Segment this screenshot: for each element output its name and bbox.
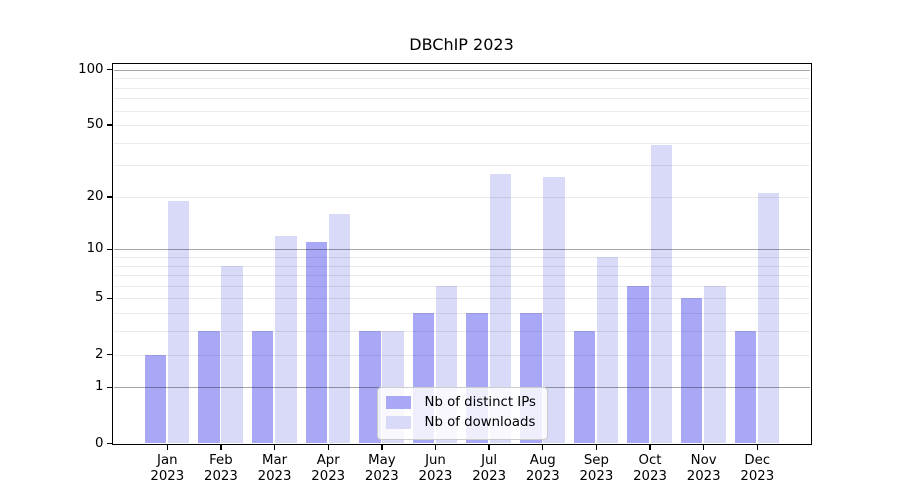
bar-distinct-ips: [359, 331, 381, 444]
gridline-major: [113, 69, 810, 71]
gridline-minor: [113, 256, 810, 258]
bar-distinct-ips: [734, 331, 757, 444]
x-axis-tick: [542, 445, 544, 450]
y-axis-tick-label: 2: [95, 346, 104, 362]
x-axis-tick: [756, 445, 758, 450]
gridline-major: [113, 249, 810, 251]
y-axis-tick: [107, 442, 112, 445]
x-axis-tick-label: Jun 2023: [418, 452, 453, 485]
y-axis-tick-label: 1: [95, 379, 104, 395]
bar-distinct-ips: [680, 298, 703, 444]
y-axis-tick: [107, 297, 112, 300]
x-axis-tick-label: Apr 2023: [311, 452, 346, 485]
x-axis-tick: [166, 445, 168, 450]
legend: Nb of distinct IPs Nb of downloads: [376, 386, 548, 440]
x-axis-tick-label: Jan 2023: [150, 452, 185, 485]
y-axis-tick: [107, 386, 112, 389]
gridline-minor: [113, 298, 810, 300]
gridline-minor: [113, 98, 810, 100]
x-axis-tick: [273, 445, 276, 450]
bar-distinct-ips: [251, 331, 274, 444]
y-axis-tick-label: 50: [86, 117, 104, 133]
gridline-minor: [113, 110, 810, 112]
x-axis-tick-label: Mar 2023: [257, 452, 292, 485]
legend-label: Nb of distinct IPs: [424, 395, 536, 410]
plot-area: Nb of distinct IPs Nb of downloads 100 50…: [78, 62, 812, 484]
y-axis-tick: [107, 124, 112, 126]
bar-downloads: [167, 200, 190, 444]
bar-downloads: [757, 193, 780, 444]
bar-distinct-ips: [305, 242, 327, 444]
bar-downloads: [650, 144, 673, 444]
gridline-minor: [113, 196, 810, 198]
x-axis-tick-label: Feb 2023: [204, 452, 238, 485]
x-axis-tick: [649, 445, 651, 450]
bar-distinct-ips: [573, 331, 596, 444]
y-axis-tick-label: 20: [86, 188, 104, 204]
bar-distinct-ips: [198, 331, 220, 444]
gridline-minor: [113, 285, 810, 287]
x-axis-tick: [220, 445, 222, 450]
gridline-minor: [113, 265, 810, 267]
x-axis-tick: [488, 445, 490, 450]
legend-label: Nb of downloads: [424, 415, 536, 430]
x-axis-tick-label: Aug 2023: [525, 452, 560, 485]
y-axis-tick: [107, 196, 112, 198]
y-axis-tick: [107, 68, 112, 71]
gridline-minor: [113, 165, 810, 167]
gridline-minor: [113, 142, 810, 144]
bar-distinct-ips: [627, 285, 649, 444]
gridline-minor: [113, 78, 810, 80]
y-axis-tick: [107, 248, 112, 250]
x-axis-tick: [595, 445, 598, 450]
y-axis-tick: [107, 353, 112, 356]
y-axis-tick-label: 0: [95, 435, 104, 451]
gridline-minor: [113, 87, 810, 89]
bar-distinct-ips: [144, 354, 167, 444]
gridline-minor: [113, 331, 810, 333]
bar-downloads: [596, 256, 619, 444]
bar-downloads: [704, 285, 726, 444]
gridline-minor: [113, 275, 810, 277]
legend-item-downloads: Nb of downloads: [378, 413, 547, 433]
gridline-minor: [113, 125, 810, 127]
legend-swatch-downloads: [385, 416, 411, 429]
x-axis-tick-label: Jul 2023: [472, 452, 507, 485]
gridline-minor: [113, 313, 810, 315]
x-axis-tick: [327, 445, 329, 450]
x-axis-tick-label: Oct 2023: [633, 452, 667, 485]
x-axis-tick-label: Dec 2023: [740, 452, 775, 485]
x-axis-tick: [434, 445, 437, 450]
bar-downloads: [489, 173, 512, 444]
x-axis-tick: [381, 445, 383, 450]
bar-downloads: [221, 265, 243, 444]
x-axis-tick: [702, 445, 705, 450]
legend-item-distinct-ips: Nb of distinct IPs: [378, 393, 547, 413]
chart-title: DBChIP 2023: [409, 35, 514, 54]
x-axis-tick-label: Nov 2023: [686, 452, 721, 485]
bar-downloads: [328, 214, 351, 444]
bar-downloads: [543, 176, 565, 444]
legend-swatch-ips: [385, 396, 411, 409]
y-axis-tick-label: 100: [78, 61, 104, 77]
gridline-minor: [113, 354, 810, 356]
x-axis-tick-label: May 2023: [364, 452, 399, 485]
x-axis-tick-label: Sep 2023: [579, 452, 614, 485]
y-axis-tick-label: 5: [95, 290, 104, 306]
bar-downloads: [275, 235, 297, 444]
y-axis-tick-label: 10: [86, 241, 104, 257]
